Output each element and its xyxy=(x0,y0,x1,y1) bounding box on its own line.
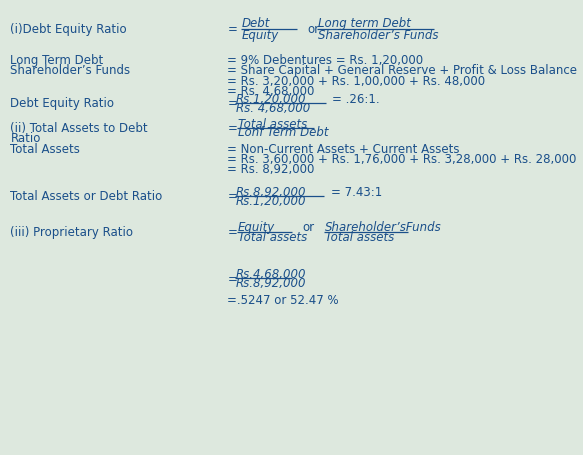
Text: or: or xyxy=(302,221,314,234)
Text: =: = xyxy=(227,23,237,36)
Text: = Rs. 4,68,000: = Rs. 4,68,000 xyxy=(227,85,315,97)
Text: Equity: Equity xyxy=(242,29,279,42)
Text: Ratio: Ratio xyxy=(10,131,41,144)
Text: Long term Debt: Long term Debt xyxy=(318,17,410,30)
Text: = Non-Current Assets + Current Assets: = Non-Current Assets + Current Assets xyxy=(227,143,460,156)
Text: Shareholder’sFunds: Shareholder’sFunds xyxy=(325,221,442,234)
Text: =: = xyxy=(227,226,237,238)
Text: = Share Capital + General Reserve + Profit & Loss Balance: = Share Capital + General Reserve + Prof… xyxy=(227,64,577,77)
Text: Rs.8,92,000: Rs.8,92,000 xyxy=(236,277,307,289)
Text: Total assets: Total assets xyxy=(238,230,307,243)
Text: =: = xyxy=(227,272,237,285)
Text: Rs.1,20,000: Rs.1,20,000 xyxy=(236,93,307,106)
Text: Total assets: Total assets xyxy=(325,230,395,243)
Text: =: = xyxy=(227,97,237,110)
Text: = Rs. 8,92,000: = Rs. 8,92,000 xyxy=(227,163,315,176)
Text: (i)Debt Equity Ratio: (i)Debt Equity Ratio xyxy=(10,23,127,36)
Text: Rs. 4,68,000: Rs. 4,68,000 xyxy=(236,101,310,114)
Text: or: or xyxy=(308,23,320,36)
Text: Rs.1,20,000: Rs.1,20,000 xyxy=(236,195,307,207)
Text: =.5247 or 52.47 %: =.5247 or 52.47 % xyxy=(227,294,339,307)
Text: Total Assets: Total Assets xyxy=(10,143,80,156)
Text: = 7.43:1: = 7.43:1 xyxy=(331,186,382,198)
Text: = .26:1.: = .26:1. xyxy=(332,93,380,106)
Text: = Rs. 3,20,000 + Rs. 1,00,000 + Rs. 48,000: = Rs. 3,20,000 + Rs. 1,00,000 + Rs. 48,0… xyxy=(227,75,486,87)
Text: Shareholder’s Funds: Shareholder’s Funds xyxy=(318,29,438,42)
Text: (ii) Total Assets to Debt: (ii) Total Assets to Debt xyxy=(10,122,148,135)
Text: =: = xyxy=(227,122,237,135)
Text: Lonf Term Debt: Lonf Term Debt xyxy=(238,126,328,139)
Text: = 9% Debentures = Rs. 1,20,000: = 9% Debentures = Rs. 1,20,000 xyxy=(227,54,423,66)
Text: Long Term Debt: Long Term Debt xyxy=(10,54,104,66)
Text: Shareholder’s Funds: Shareholder’s Funds xyxy=(10,64,131,77)
Text: Debt Equity Ratio: Debt Equity Ratio xyxy=(10,97,114,110)
Text: =: = xyxy=(227,190,237,203)
Text: = Rs. 3,60,000 + Rs. 1,76,000 + Rs. 3,28,000 + Rs. 28,000: = Rs. 3,60,000 + Rs. 1,76,000 + Rs. 3,28… xyxy=(227,153,577,166)
Text: Total assets: Total assets xyxy=(238,118,307,131)
Text: (iii) Proprietary Ratio: (iii) Proprietary Ratio xyxy=(10,226,134,238)
Text: Rs.4,68,000: Rs.4,68,000 xyxy=(236,268,307,280)
Text: Debt: Debt xyxy=(242,17,271,30)
Text: Total Assets or Debt Ratio: Total Assets or Debt Ratio xyxy=(10,190,163,203)
Text: Rs.8,92,000: Rs.8,92,000 xyxy=(236,186,307,198)
Text: Equity: Equity xyxy=(238,221,275,234)
